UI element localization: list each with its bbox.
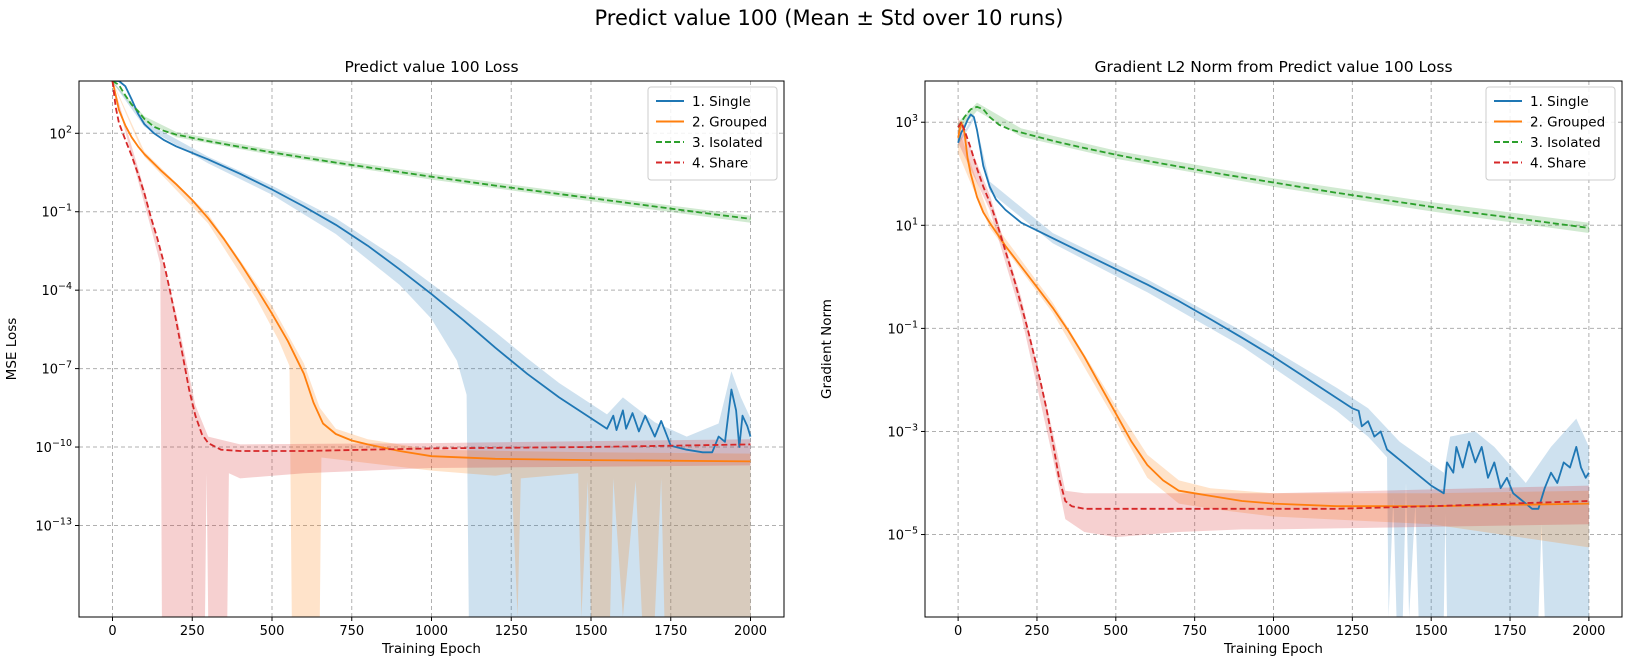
loss-xtick-label-2: 500 <box>260 624 285 639</box>
grad-xtick-label-1: 250 <box>1025 624 1050 639</box>
loss-line-series-3 <box>112 81 751 220</box>
grad-legend-label-3: 3. Isolated <box>1530 135 1601 151</box>
loss-legend-label-3: 3. Isolated <box>692 135 763 151</box>
grad-ytick-label-3: 10−3 <box>887 422 918 440</box>
grad-ytick-label-4: 10−5 <box>887 526 918 544</box>
grad-xtick-label-4: 1000 <box>1257 624 1290 639</box>
loss-ytick-label-0: 102 <box>49 124 72 142</box>
grad-ytick-label-0: 103 <box>895 113 918 131</box>
grad-xtick-label-7: 1750 <box>1493 624 1526 639</box>
grad-xaxis-label: Training Epoch <box>1223 641 1323 657</box>
loss-chart-panel: Predict value 100 Loss 0 250 500 750 1000 1250… <box>4 58 785 657</box>
figure-title: Predict value 100 (Mean ± Std over 10 ru… <box>594 6 1063 30</box>
loss-legend-label-4: 4. Share <box>692 156 748 172</box>
loss-ytick-label-1: 10−1 <box>41 203 72 221</box>
loss-legend-label-1: 1. Single <box>692 94 751 110</box>
grad-yaxis-label: Gradient Norm <box>819 299 835 399</box>
loss-ytick-label-2: 10−4 <box>41 281 72 299</box>
grad-band-series-3 <box>958 102 1589 233</box>
grad-legend-label-4: 4. Share <box>1530 156 1586 172</box>
loss-xtick-label-8: 2000 <box>734 624 767 639</box>
loss-band-series-1 <box>112 81 751 617</box>
grad-ytick-label-2: 10−1 <box>887 319 918 337</box>
loss-ytick-label-5: 10−13 <box>35 516 72 534</box>
grad-band-series-4 <box>958 117 1589 538</box>
grad-chart-title: Gradient L2 Norm from Predict value 100 … <box>1094 58 1452 76</box>
loss-band-series-2 <box>112 81 751 617</box>
grad-legend-box <box>1485 86 1616 181</box>
grad-xtick-label-8: 2000 <box>1572 624 1605 639</box>
loss-ytick-label-3: 10−7 <box>41 360 72 378</box>
grad-line-series-3 <box>957 105 1590 229</box>
grad-xtick-label-6: 1500 <box>1415 624 1448 639</box>
loss-legend-box <box>647 86 778 181</box>
loss-xtick-label-1: 250 <box>180 624 205 639</box>
grad-ytick-label-1: 101 <box>895 216 918 234</box>
loss-xtick-label-4: 1000 <box>415 624 448 639</box>
grad-line-series-1 <box>957 113 1590 510</box>
grad-band-series-1 <box>958 114 1589 617</box>
loss-xtick-label-0: 0 <box>108 624 116 639</box>
grad-xtick-label-3: 750 <box>1182 624 1207 639</box>
loss-band-series-3 <box>112 81 751 223</box>
loss-xtick-label-6: 1500 <box>574 624 607 639</box>
loss-band-series-4 <box>112 81 751 617</box>
loss-line-series-4 <box>111 81 751 452</box>
loss-xtick-label-7: 1750 <box>654 624 687 639</box>
grad-legend-label-1: 1. Single <box>1530 94 1589 110</box>
loss-xtick-label-3: 750 <box>339 624 364 639</box>
grad-legend-label-2: 2. Grouped <box>1530 115 1605 131</box>
grad-line-series-4 <box>957 121 1589 510</box>
loss-ytick-label-4: 10−10 <box>35 438 72 456</box>
grad-xtick-label-5: 1250 <box>1336 624 1369 639</box>
loss-xtick-label-5: 1250 <box>495 624 528 639</box>
loss-legend-label-2: 2. Grouped <box>692 115 767 131</box>
loss-legend: 1. Single 2. Grouped 3. Isolated 4. Share <box>647 86 778 181</box>
grad-xtick-label-0: 0 <box>954 624 962 639</box>
grad-legend: 1. Single 2. Grouped 3. Isolated 4. Share <box>1485 86 1616 181</box>
gradient-norm-chart-panel: Gradient L2 Norm from Predict value 100 … <box>819 58 1623 657</box>
loss-chart-title: Predict value 100 Loss <box>344 58 518 76</box>
grad-xtick-label-2: 500 <box>1103 624 1128 639</box>
grad-line-series-2 <box>957 121 1589 508</box>
loss-xaxis-label: Training Epoch <box>381 641 481 657</box>
loss-yaxis-label: MSE Loss <box>4 318 20 381</box>
loss-line-series-1 <box>112 81 752 454</box>
